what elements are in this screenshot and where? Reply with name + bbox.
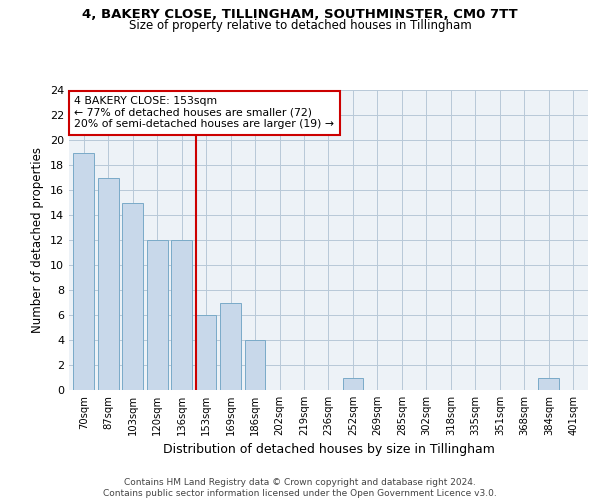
Bar (196, 315, 217, 390)
Bar (220, 302, 241, 390)
Y-axis label: Number of detached properties: Number of detached properties (31, 147, 44, 333)
Bar (98, 178, 119, 390)
Bar (122, 202, 143, 390)
Text: Distribution of detached houses by size in Tillingham: Distribution of detached houses by size … (163, 442, 495, 456)
Bar (245, 340, 265, 390)
Bar (147, 240, 167, 390)
Text: 4, BAKERY CLOSE, TILLINGHAM, SOUTHMINSTER, CM0 7TT: 4, BAKERY CLOSE, TILLINGHAM, SOUTHMINSTE… (82, 8, 518, 20)
Bar (73, 152, 94, 390)
Bar (538, 378, 559, 390)
Bar (171, 240, 192, 390)
Text: 4 BAKERY CLOSE: 153sqm
← 77% of detached houses are smaller (72)
20% of semi-det: 4 BAKERY CLOSE: 153sqm ← 77% of detached… (74, 96, 334, 129)
Bar (343, 378, 364, 390)
Text: Size of property relative to detached houses in Tillingham: Size of property relative to detached ho… (128, 19, 472, 32)
Text: Contains HM Land Registry data © Crown copyright and database right 2024.
Contai: Contains HM Land Registry data © Crown c… (103, 478, 497, 498)
